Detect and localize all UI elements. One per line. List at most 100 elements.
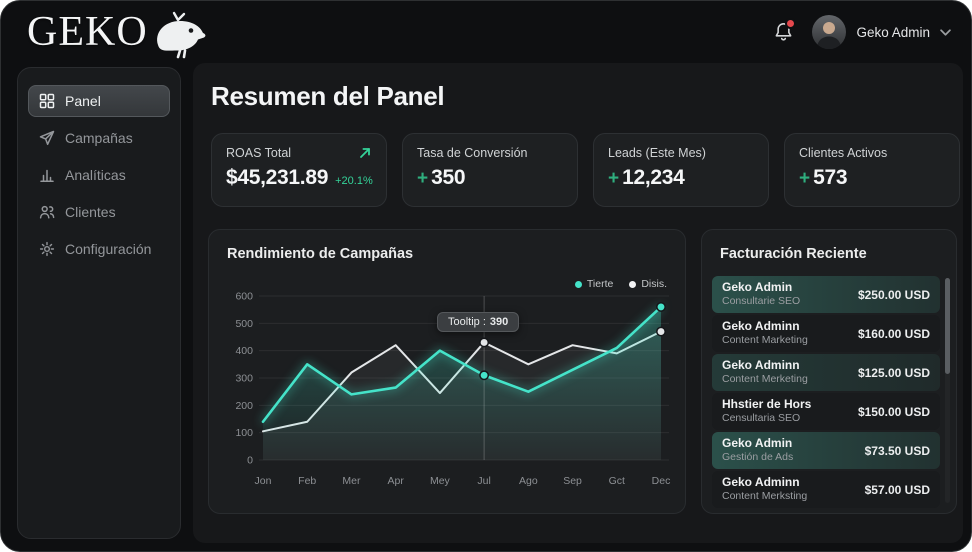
invoice-client: Hhstier de Hors: [722, 397, 812, 412]
svg-text:100: 100: [235, 427, 253, 439]
logo: GEKO: [27, 9, 208, 59]
invoice-client: Geko Adminn: [722, 475, 800, 490]
chart-title: Rendimiento de Campañas: [227, 246, 414, 262]
logo-text: GEKO: [27, 9, 148, 55]
legend-label: Disis.: [641, 278, 667, 290]
svg-text:600: 600: [235, 291, 253, 303]
svg-text:0: 0: [247, 455, 253, 467]
svg-text:Feb: Feb: [298, 475, 316, 487]
send-icon: [39, 130, 55, 146]
sidebar: Panel Campañas Analíticas Clientes: [17, 67, 181, 539]
svg-text:Ago: Ago: [519, 475, 538, 487]
invoice-amount: $125.00 USD: [857, 365, 930, 380]
avatar: [812, 15, 847, 49]
notification-badge: [785, 18, 797, 29]
invoice-row[interactable]: Geko Adminn Content Marketing $160.00 US…: [712, 315, 940, 352]
gecko-logo-icon: [156, 11, 206, 59]
svg-text:Sep: Sep: [563, 475, 582, 487]
invoice-amount: $150.00 USD: [857, 404, 930, 419]
sidebar-item-label: Campañas: [65, 130, 133, 146]
bar-chart-icon: [40, 169, 54, 182]
invoice-client: Geko Adminn: [722, 319, 800, 334]
svg-text:Jon: Jon: [255, 475, 272, 487]
sidebar-item-label: Configuración: [65, 241, 152, 257]
svg-text:Gct: Gct: [609, 475, 625, 487]
plus-sign: +: [608, 168, 620, 189]
invoice-client: Geko Admin: [722, 436, 793, 451]
sidebar-item-label: Clientes: [65, 204, 116, 220]
chevron-down-icon: [940, 28, 951, 36]
legend-label: Tierte: [586, 278, 614, 290]
invoice-service: Gestión de Ads: [722, 451, 794, 464]
stat-delta: +20.1%: [335, 175, 373, 187]
sidebar-item-analiticas[interactable]: Analíticas: [28, 159, 170, 191]
invoice-service: Content Merketing: [722, 373, 808, 386]
svg-text:Dec: Dec: [652, 475, 671, 487]
invoice-client: Geko Admin: [722, 280, 793, 295]
invoice-list: Geko Admin Consultarie SEO $250.00 USD G…: [702, 276, 956, 508]
tooltip-value: 390: [489, 316, 509, 328]
invoice-row[interactable]: Geko Adminn Content Merketing $125.00 US…: [712, 354, 940, 391]
sidebar-item-campanas[interactable]: Campañas: [28, 122, 170, 154]
svg-text:Jul: Jul: [477, 475, 490, 487]
stat-value: 12,234: [622, 166, 685, 189]
svg-text:Mey: Mey: [430, 475, 451, 487]
scrollbar-thumb[interactable]: [945, 278, 950, 374]
invoice-amount: $250.00 USD: [857, 287, 930, 302]
invoice-row[interactable]: Geko Admin Consultarie SEO $250.00 USD: [712, 276, 940, 313]
svg-text:200: 200: [235, 400, 253, 412]
plus-sign: +: [417, 168, 429, 189]
legend-item-series2[interactable]: Disis.: [629, 278, 667, 290]
svg-text:400: 400: [235, 345, 253, 357]
stat-value: 350: [431, 166, 466, 189]
invoice-amount: $73.50 USD: [864, 443, 930, 458]
topbar-actions: Geko Admin: [770, 15, 951, 49]
stat-label: Tasa de Conversión: [417, 146, 528, 160]
chart-legend: Tierte Disis.: [574, 278, 667, 290]
invoice-client: Geko Adminn: [722, 358, 800, 373]
invoice-service: Consultarie SEO: [722, 295, 801, 308]
stat-label: ROAS Total: [226, 146, 292, 160]
sidebar-item-label: Panel: [65, 93, 101, 109]
user-menu[interactable]: Geko Admin: [812, 15, 951, 49]
trend-up-icon: [360, 148, 370, 158]
stat-value: 573: [813, 166, 848, 189]
invoice-service: Content Marketing: [722, 334, 808, 347]
users-icon: [39, 205, 55, 219]
stat-card-conversion: Tasa de Conversión + 350: [402, 133, 578, 207]
invoice-amount: $160.00 USD: [857, 326, 930, 341]
sidebar-item-clientes[interactable]: Clientes: [28, 196, 170, 228]
stat-card-roas: ROAS Total $45,231.89 +20.1%: [211, 133, 387, 207]
stat-label: Clientes Activos: [799, 146, 888, 160]
notifications-button[interactable]: [770, 18, 797, 45]
svg-text:300: 300: [235, 373, 253, 385]
svg-text:500: 500: [235, 318, 253, 330]
campaign-performance-panel: Rendimiento de Campañas Tierte Disis.: [208, 229, 686, 514]
page-title: Resumen del Panel: [211, 81, 445, 111]
chart-tooltip: Tooltip :390: [437, 312, 520, 332]
invoice-row[interactable]: Hhstier de Hors Censultaria SEO $150.00 …: [712, 393, 940, 430]
gear-icon: [39, 241, 55, 257]
user-name: Geko Admin: [856, 24, 930, 40]
stat-value: $45,231.89: [226, 166, 329, 189]
invoice-service: Censultaria SEO: [722, 412, 801, 425]
stat-cards: ROAS Total $45,231.89 +20.1% Tasa de Con…: [211, 133, 960, 207]
legend-item-series1[interactable]: Tierte: [574, 278, 614, 290]
white-dot-icon: [629, 280, 637, 288]
teal-dot-icon: [574, 280, 582, 288]
sidebar-item-panel[interactable]: Panel: [28, 85, 170, 117]
invoice-row[interactable]: Geko Adminn Content Merksting $57.00 USD: [712, 471, 940, 508]
sidebar-item-configuracion[interactable]: Configuración: [28, 233, 170, 265]
invoice-amount: $57.00 USD: [864, 482, 930, 497]
svg-text:Mer: Mer: [342, 475, 361, 487]
invoice-row[interactable]: Geko Admin Gestión de Ads $73.50 USD: [712, 432, 940, 469]
invoice-service: Content Merksting: [722, 490, 808, 503]
grid-icon: [39, 93, 55, 109]
plus-sign: +: [799, 168, 811, 189]
tooltip-label: Tooltip :: [448, 316, 486, 328]
stat-card-clientes-activos: Clientes Activos + 573: [784, 133, 960, 207]
scrollbar-track[interactable]: [945, 278, 950, 503]
